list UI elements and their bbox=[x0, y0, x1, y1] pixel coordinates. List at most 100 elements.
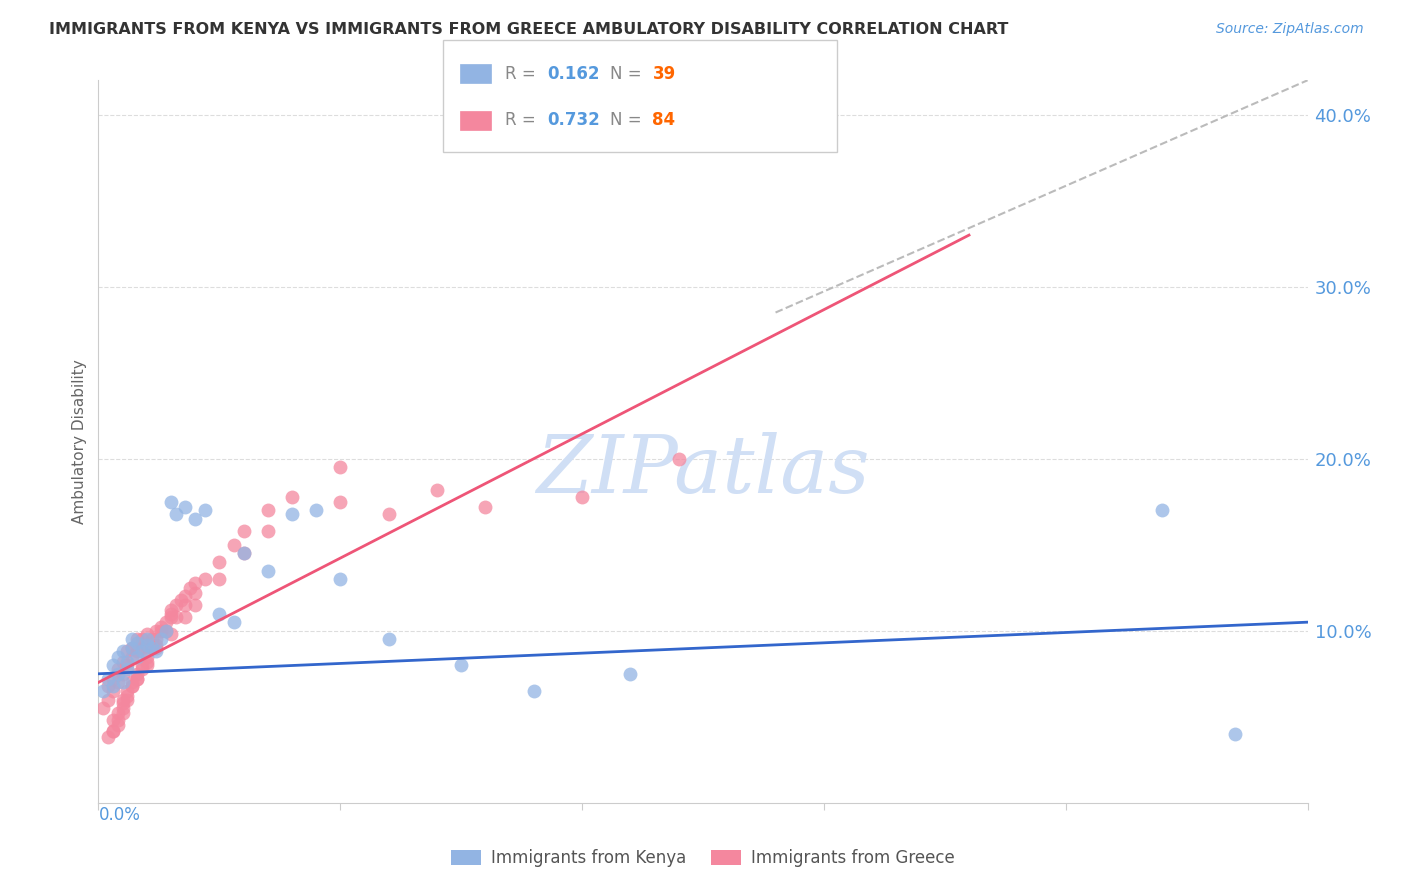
Point bbox=[107, 706, 129, 721]
Point bbox=[668, 451, 690, 466]
Point bbox=[101, 723, 124, 738]
Point bbox=[194, 503, 217, 517]
Text: 0.162: 0.162 bbox=[547, 64, 599, 83]
Point bbox=[174, 598, 197, 612]
Point bbox=[101, 713, 124, 727]
Point bbox=[450, 658, 472, 673]
Point bbox=[232, 546, 254, 560]
Point bbox=[135, 658, 157, 673]
Point bbox=[174, 500, 197, 514]
Legend: Immigrants from Kenya, Immigrants from Greece: Immigrants from Kenya, Immigrants from G… bbox=[444, 843, 962, 874]
Point bbox=[256, 503, 278, 517]
Point bbox=[107, 649, 129, 664]
Point bbox=[150, 624, 173, 638]
Point bbox=[111, 696, 134, 710]
Point bbox=[131, 644, 153, 658]
Point bbox=[127, 666, 149, 681]
Point bbox=[111, 675, 134, 690]
Point bbox=[91, 684, 114, 698]
Point bbox=[232, 524, 254, 538]
Text: N =: N = bbox=[610, 112, 647, 129]
Point bbox=[222, 615, 245, 630]
Point bbox=[174, 610, 197, 624]
Point bbox=[160, 494, 183, 508]
Text: 39: 39 bbox=[652, 64, 676, 83]
Point bbox=[135, 638, 157, 652]
Point bbox=[150, 632, 173, 647]
Point bbox=[256, 524, 278, 538]
Point bbox=[131, 662, 153, 676]
Point bbox=[117, 662, 139, 676]
Point bbox=[281, 490, 304, 504]
Text: R =: R = bbox=[505, 64, 541, 83]
Point bbox=[619, 666, 641, 681]
Point bbox=[117, 692, 139, 706]
Point bbox=[169, 592, 191, 607]
Point bbox=[111, 644, 134, 658]
Point bbox=[101, 679, 124, 693]
Point bbox=[145, 624, 167, 638]
Point bbox=[101, 723, 124, 738]
Point bbox=[281, 507, 304, 521]
Point bbox=[141, 632, 163, 647]
Point bbox=[194, 572, 217, 586]
Point bbox=[131, 640, 153, 655]
Point bbox=[97, 692, 120, 706]
Point bbox=[135, 655, 157, 669]
Point bbox=[121, 679, 143, 693]
Point bbox=[377, 507, 399, 521]
Point bbox=[101, 672, 124, 686]
Point bbox=[145, 632, 167, 647]
Point bbox=[1223, 727, 1246, 741]
Point bbox=[256, 564, 278, 578]
Point bbox=[150, 620, 173, 634]
Point bbox=[208, 607, 231, 621]
Point bbox=[117, 644, 139, 658]
Point bbox=[121, 640, 143, 655]
Point bbox=[107, 713, 129, 727]
Point bbox=[111, 692, 134, 706]
Point bbox=[145, 640, 167, 655]
Text: N =: N = bbox=[610, 64, 647, 83]
Point bbox=[111, 701, 134, 715]
Point bbox=[160, 603, 183, 617]
Point bbox=[184, 575, 207, 590]
Point bbox=[184, 586, 207, 600]
Point bbox=[97, 731, 120, 745]
Point bbox=[426, 483, 449, 497]
Point bbox=[127, 649, 149, 664]
Point bbox=[117, 658, 139, 673]
Point bbox=[117, 684, 139, 698]
Point bbox=[179, 581, 201, 595]
Point bbox=[160, 610, 183, 624]
Point bbox=[107, 666, 129, 681]
Point bbox=[165, 507, 187, 521]
Point bbox=[222, 538, 245, 552]
Point bbox=[135, 632, 157, 647]
Text: 0.0%: 0.0% bbox=[98, 806, 141, 824]
Point bbox=[232, 546, 254, 560]
Text: Source: ZipAtlas.com: Source: ZipAtlas.com bbox=[1216, 22, 1364, 37]
Point bbox=[121, 679, 143, 693]
Point bbox=[127, 672, 149, 686]
Point bbox=[523, 684, 546, 698]
Point bbox=[121, 675, 143, 690]
Point bbox=[155, 624, 177, 638]
Point bbox=[101, 658, 124, 673]
Point bbox=[165, 598, 187, 612]
Point bbox=[135, 638, 157, 652]
Point bbox=[329, 494, 352, 508]
Point bbox=[160, 607, 183, 621]
Point bbox=[305, 503, 328, 517]
Point bbox=[184, 598, 207, 612]
Point bbox=[329, 572, 352, 586]
Point bbox=[107, 718, 129, 732]
Text: ZIPatlas: ZIPatlas bbox=[536, 432, 870, 509]
Point bbox=[117, 655, 139, 669]
Point bbox=[131, 658, 153, 673]
Point bbox=[107, 662, 129, 676]
Text: IMMIGRANTS FROM KENYA VS IMMIGRANTS FROM GREECE AMBULATORY DISABILITY CORRELATIO: IMMIGRANTS FROM KENYA VS IMMIGRANTS FROM… bbox=[49, 22, 1008, 37]
Point bbox=[329, 460, 352, 475]
Point bbox=[127, 644, 149, 658]
Point bbox=[145, 644, 167, 658]
